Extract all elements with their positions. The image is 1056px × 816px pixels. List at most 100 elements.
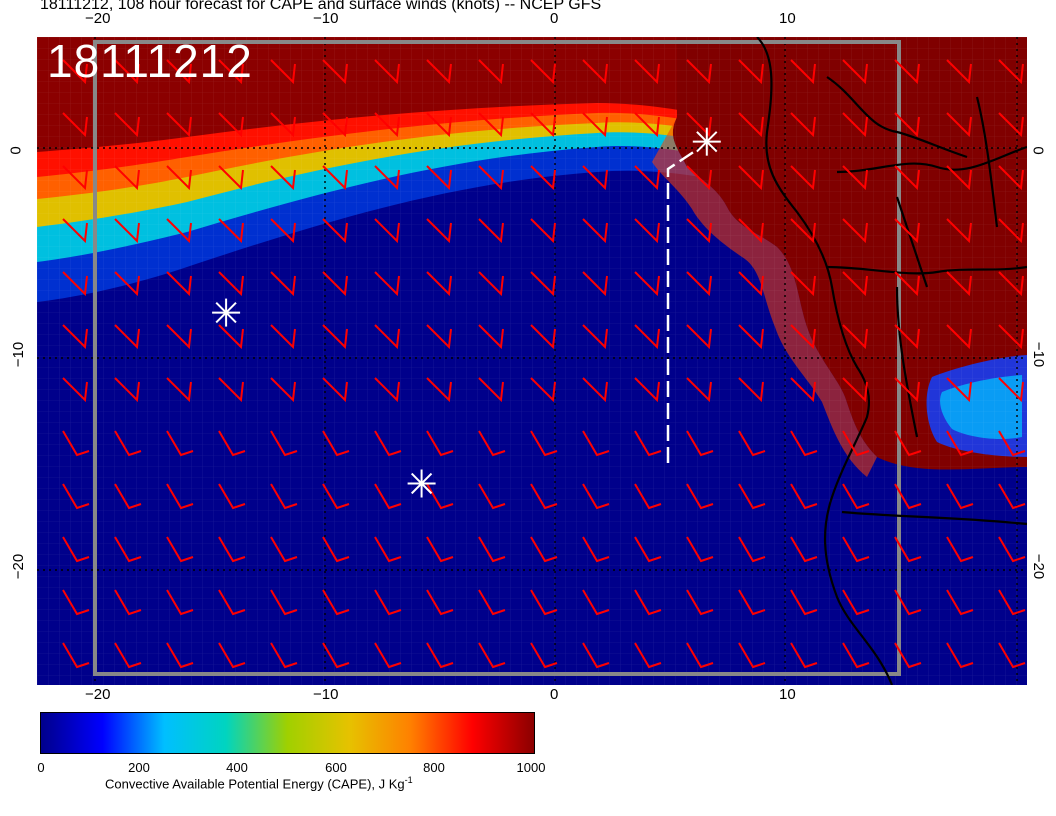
wind-barb <box>842 377 868 403</box>
wind-barb <box>686 271 712 297</box>
right-tick-lat: −10 <box>1030 341 1048 368</box>
wind-barb <box>62 112 88 138</box>
wind-barb <box>790 59 816 85</box>
wind-barb <box>114 218 140 244</box>
wind-barb <box>478 536 506 563</box>
wind-barb <box>530 483 558 510</box>
wind-barb <box>790 642 818 669</box>
top-tick-lon: 10 <box>779 10 796 27</box>
wind-barb <box>426 271 452 297</box>
wind-barb <box>634 589 662 616</box>
wind-barb <box>686 536 714 563</box>
wind-barb <box>218 589 246 616</box>
map-panel <box>37 37 1027 685</box>
wind-barb <box>270 165 296 191</box>
wind-barb <box>998 218 1024 244</box>
wind-barb <box>114 589 142 616</box>
wind-barb <box>478 377 504 403</box>
cape-map <box>37 37 1027 685</box>
wind-barb <box>478 271 504 297</box>
wind-barb <box>842 271 868 297</box>
wind-barb <box>374 377 400 403</box>
wind-barb <box>738 430 766 457</box>
wind-barb <box>218 59 244 85</box>
wind-barb <box>270 218 296 244</box>
wind-barb <box>426 112 452 138</box>
wind-barb <box>946 218 972 244</box>
wind-barb <box>686 218 712 244</box>
wind-barb <box>218 483 246 510</box>
wind-barb <box>582 218 608 244</box>
wind-barb <box>62 642 90 669</box>
wind-barb <box>270 59 296 85</box>
right-tick-lat: −20 <box>1030 553 1048 580</box>
bottom-tick-lon: 10 <box>779 686 796 703</box>
wind-barb <box>322 218 348 244</box>
wind-barb <box>426 218 452 244</box>
wind-barb <box>478 165 504 191</box>
wind-barb <box>582 536 610 563</box>
wind-barb <box>218 324 244 350</box>
wind-barb <box>998 642 1026 669</box>
wind-barb <box>842 483 870 510</box>
left-tick-lat: −20 <box>10 553 28 580</box>
wind-barb <box>322 642 350 669</box>
wind-barb <box>842 642 870 669</box>
wind-barb <box>114 430 142 457</box>
storm-markers <box>212 127 721 498</box>
wind-barb <box>530 324 556 350</box>
wind-barb <box>478 218 504 244</box>
wind-barb <box>790 483 818 510</box>
wind-barb <box>946 483 974 510</box>
wind-barb <box>946 112 972 138</box>
wind-barb <box>686 165 712 191</box>
wind-barb <box>374 642 402 669</box>
wind-barb <box>270 430 298 457</box>
wind-barb <box>426 536 454 563</box>
wind-barb <box>738 165 764 191</box>
wind-barb <box>582 324 608 350</box>
wind-barb <box>790 165 816 191</box>
wind-barb <box>322 589 350 616</box>
wind-barb <box>426 642 454 669</box>
storm-marker <box>212 298 241 327</box>
wind-barb <box>686 483 714 510</box>
bottom-tick-lon: 0 <box>550 686 559 703</box>
wind-barb <box>738 271 764 297</box>
wind-barb <box>998 430 1026 457</box>
wind-barb <box>842 324 868 350</box>
map-title: 18111212, 108 hour forecast for CAPE and… <box>40 0 602 13</box>
wind-barb <box>530 165 556 191</box>
wind-barb <box>166 218 192 244</box>
wind-barb <box>582 430 610 457</box>
wind-barb <box>582 589 610 616</box>
wind-barb <box>166 112 192 138</box>
wind-barb <box>998 271 1024 297</box>
wind-barb <box>322 483 350 510</box>
colorbar-tick: 1000 <box>516 760 546 775</box>
left-tick-lat: 0 <box>7 146 25 155</box>
wind-barb <box>946 430 974 457</box>
wind-barb <box>790 271 816 297</box>
wind-barb <box>686 430 714 457</box>
wind-barb <box>270 483 298 510</box>
wind-barb <box>166 430 194 457</box>
wind-barb <box>790 377 816 403</box>
wind-barb <box>166 483 194 510</box>
wind-barb <box>114 377 140 403</box>
wind-barb <box>738 589 766 616</box>
wind-barb <box>842 430 870 457</box>
wind-barb <box>114 112 140 138</box>
wind-barb <box>998 324 1024 350</box>
wind-barb <box>166 324 192 350</box>
wind-barb <box>894 112 920 138</box>
wind-barb <box>530 589 558 616</box>
bottom-tick-lon: −10 <box>313 686 339 703</box>
wind-barb <box>114 536 142 563</box>
wind-barb <box>998 112 1024 138</box>
wind-barb <box>634 483 662 510</box>
wind-barb <box>322 271 348 297</box>
wind-barb <box>374 112 400 138</box>
wind-barb <box>426 430 454 457</box>
wind-barb <box>582 483 610 510</box>
